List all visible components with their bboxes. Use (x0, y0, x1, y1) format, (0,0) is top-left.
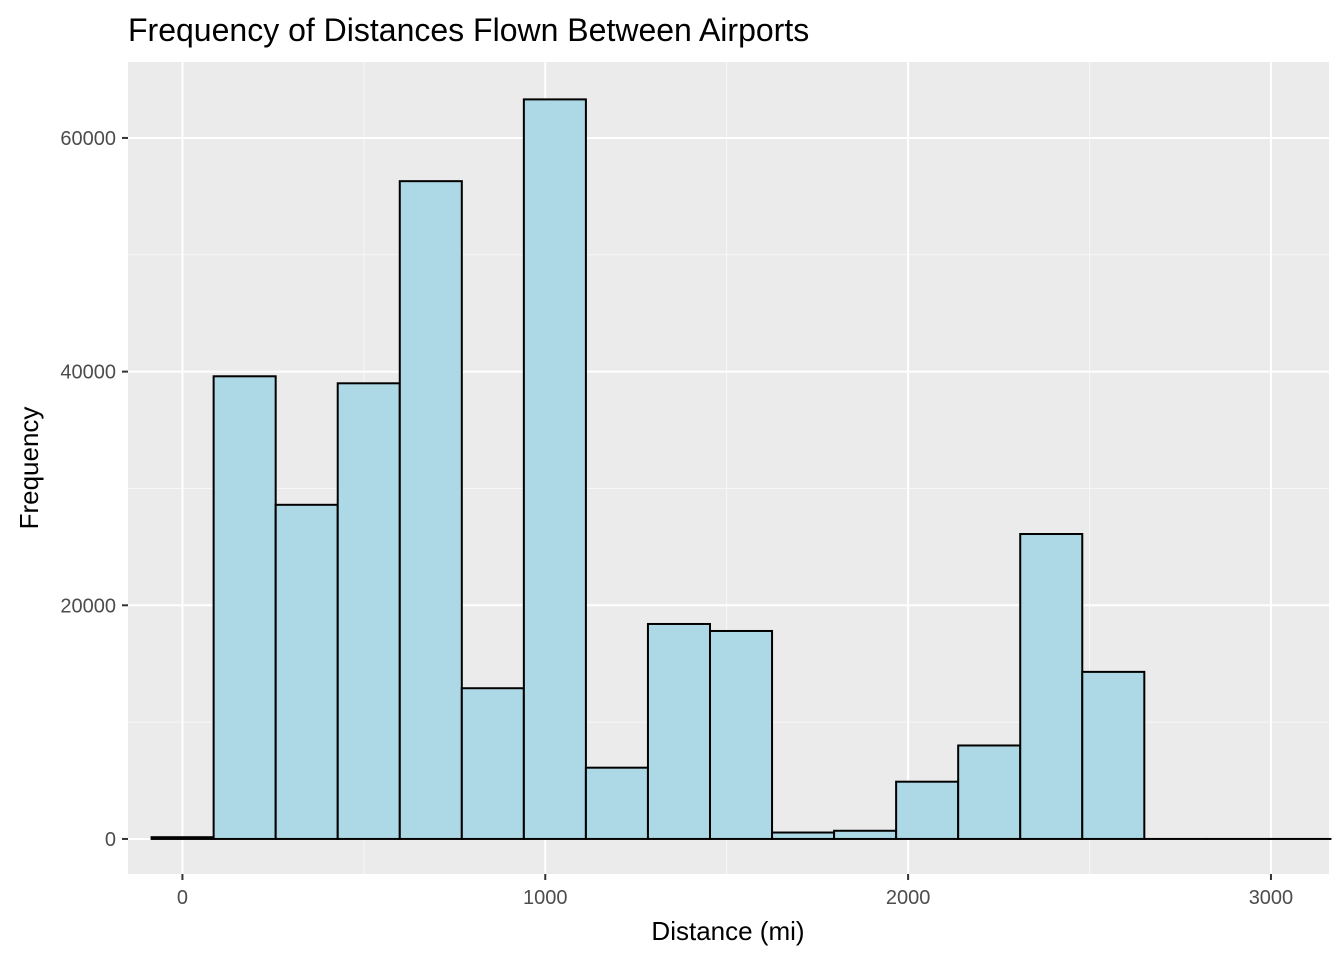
histogram-bar (1081, 670, 1146, 840)
x-axis-title: Distance (mi) (651, 916, 804, 946)
histogram-bar (833, 829, 898, 840)
histogram-bar (957, 744, 1022, 840)
x-tick-label: 2000 (886, 887, 931, 909)
histogram-bar (708, 629, 774, 840)
chart-title: Frequency of Distances Flown Between Air… (128, 12, 809, 48)
x-tick-label: 0 (177, 887, 188, 909)
y-tick-label: 0 (105, 829, 116, 851)
y-tick-label: 40000 (60, 362, 116, 384)
histogram-bar (771, 831, 836, 840)
histogram-bar (150, 836, 215, 840)
x-tick-label: 3000 (1249, 887, 1294, 909)
x-axis: 0 1000 2000 3000 (177, 874, 1293, 909)
histogram-bar (895, 780, 960, 840)
histogram-bar (1019, 533, 1084, 840)
x-tick-label: 1000 (523, 887, 568, 909)
histogram-bar (274, 503, 339, 840)
y-tick-label: 20000 (60, 595, 116, 617)
histogram-bar (212, 375, 277, 840)
histogram-bar (584, 766, 649, 840)
histogram-bar (646, 622, 711, 840)
histogram-bars (150, 98, 1332, 840)
histogram-bar (398, 180, 463, 840)
y-tick-label: 60000 (60, 128, 116, 150)
histogram-bar (460, 687, 525, 840)
y-axis-title: Frequency (14, 407, 44, 530)
y-axis: 0 20000 40000 60000 (60, 128, 128, 851)
histogram-bar (336, 382, 401, 840)
histogram-bar (522, 98, 587, 840)
